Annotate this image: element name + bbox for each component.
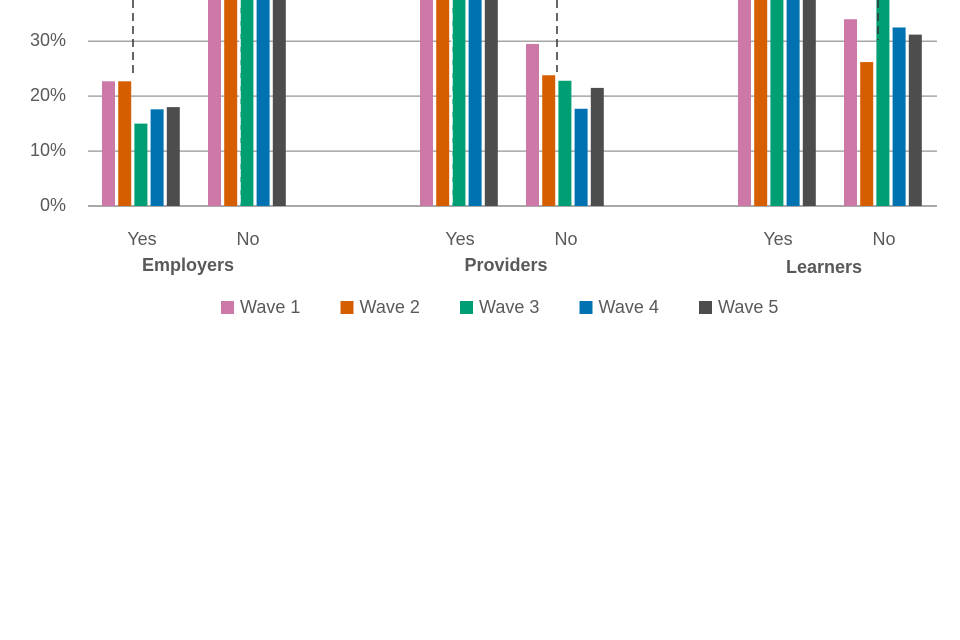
bar bbox=[452, 0, 466, 206]
legend-label: Wave 2 bbox=[360, 297, 420, 317]
bar bbox=[590, 87, 604, 206]
bar bbox=[908, 34, 922, 206]
bar bbox=[468, 0, 482, 206]
bar bbox=[802, 0, 816, 207]
legend-label: Wave 5 bbox=[718, 297, 778, 317]
bar bbox=[166, 107, 180, 206]
legend-label: Wave 1 bbox=[240, 297, 300, 317]
bar bbox=[484, 0, 498, 206]
x-tick-label: No bbox=[236, 229, 259, 249]
bar bbox=[542, 75, 556, 206]
bar bbox=[876, 0, 890, 207]
x-tick-label: No bbox=[872, 229, 895, 249]
bar bbox=[786, 0, 800, 206]
x-tick-label: No bbox=[554, 229, 577, 249]
legend-label: Wave 4 bbox=[599, 297, 659, 317]
reference-lines bbox=[132, 0, 879, 206]
bar bbox=[134, 123, 148, 206]
group-label: Learners bbox=[786, 257, 862, 277]
group-label: Employers bbox=[142, 255, 234, 275]
bar bbox=[224, 0, 238, 206]
group-label: Providers bbox=[464, 255, 547, 275]
bar bbox=[844, 19, 857, 206]
bar bbox=[420, 0, 433, 206]
bar bbox=[256, 0, 270, 206]
bar bbox=[860, 62, 874, 207]
legend-label: Wave 3 bbox=[479, 297, 539, 317]
bar bbox=[558, 80, 572, 206]
legend-swatch bbox=[460, 301, 473, 314]
bar bbox=[272, 0, 286, 206]
bar bbox=[770, 0, 784, 207]
x-tick-label: Yes bbox=[445, 229, 474, 249]
bar bbox=[738, 0, 751, 206]
legend-swatch bbox=[221, 301, 234, 314]
plot-area bbox=[88, 0, 937, 207]
bar bbox=[574, 108, 588, 206]
y-tick-label: 20% bbox=[30, 85, 66, 105]
y-tick-label: 10% bbox=[30, 140, 66, 160]
bar bbox=[892, 27, 906, 206]
legend-swatch bbox=[579, 301, 593, 314]
bar bbox=[118, 81, 132, 206]
x-tick-label: Yes bbox=[127, 229, 156, 249]
bar bbox=[526, 43, 539, 206]
bar bbox=[102, 81, 115, 206]
legend-swatch bbox=[699, 301, 712, 314]
y-tick-label: 30% bbox=[30, 30, 66, 50]
legend-swatch bbox=[340, 301, 354, 314]
bar bbox=[240, 0, 254, 206]
x-tick-label: Yes bbox=[763, 229, 792, 249]
bar bbox=[754, 0, 768, 206]
bar bbox=[150, 109, 164, 206]
bar bbox=[436, 0, 450, 207]
y-tick-label: 0% bbox=[40, 195, 66, 215]
bar bbox=[208, 0, 221, 206]
